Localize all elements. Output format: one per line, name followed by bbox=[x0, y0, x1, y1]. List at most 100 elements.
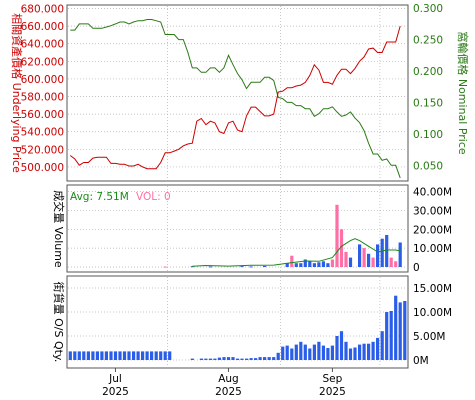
volume-bar bbox=[263, 265, 267, 267]
underlying-price-line bbox=[69, 25, 401, 170]
osqty-bar bbox=[95, 351, 99, 360]
osqty-bar bbox=[276, 352, 280, 360]
volume-bar bbox=[376, 244, 380, 267]
osqty-tick-label: 5.00M bbox=[413, 331, 445, 343]
right-tick-label: 0.300 bbox=[413, 3, 443, 15]
right-tick-label: 0.150 bbox=[413, 97, 443, 109]
osqty-bar bbox=[145, 351, 149, 360]
osqty-bar bbox=[362, 343, 366, 360]
osqty-bar bbox=[190, 358, 194, 360]
osqty-bar bbox=[141, 351, 145, 360]
osqty-bar bbox=[122, 351, 127, 360]
left-tick-label: 660.000 bbox=[21, 21, 64, 33]
osqty-bar bbox=[398, 302, 402, 360]
right-tick-label: 0.050 bbox=[413, 160, 443, 172]
left-tick-label: 540.000 bbox=[21, 127, 64, 139]
volume-bar bbox=[389, 257, 393, 267]
osqty-bar bbox=[245, 358, 249, 360]
osqty-bar bbox=[285, 345, 289, 360]
osqty-bar bbox=[339, 331, 344, 360]
osqty-bar bbox=[380, 331, 384, 360]
nominal-price-axis-title: 窩輪價格 Nominal Price bbox=[456, 31, 470, 155]
osqty-bar bbox=[73, 351, 77, 360]
osqty-tick-label: 0M bbox=[413, 355, 429, 367]
volume-bar bbox=[299, 263, 303, 267]
osqty-bar bbox=[290, 348, 294, 360]
nominal-price-line bbox=[70, 19, 401, 179]
osqty-bar bbox=[127, 351, 131, 360]
osqty-bar bbox=[86, 351, 90, 360]
volume-bar bbox=[335, 204, 339, 267]
series-layer bbox=[68, 19, 407, 360]
volume-bar bbox=[344, 251, 348, 267]
osqty-bar bbox=[231, 357, 235, 360]
osqty-bar bbox=[385, 312, 389, 360]
osqty-bar bbox=[358, 344, 362, 360]
osqty-bar bbox=[348, 348, 353, 360]
x-tick-year: 2025 bbox=[102, 386, 129, 398]
osqty-bar bbox=[109, 351, 113, 360]
osqty-bar bbox=[204, 358, 208, 360]
osqty-bar bbox=[208, 358, 212, 360]
osqty-bar bbox=[294, 344, 298, 360]
osqty-bar bbox=[389, 311, 393, 360]
osqty-bar bbox=[258, 357, 262, 360]
volume-bar bbox=[394, 261, 398, 267]
osqty-bar bbox=[249, 358, 253, 360]
osqty-bar bbox=[367, 343, 371, 360]
osqty-bar bbox=[132, 351, 136, 360]
osqty-bar bbox=[154, 351, 158, 360]
volume-bar bbox=[190, 266, 194, 268]
volume-bar bbox=[163, 266, 167, 268]
osqty-bar bbox=[77, 351, 81, 360]
osqty-bar bbox=[267, 357, 271, 360]
osqty-bar bbox=[68, 351, 72, 360]
left-tick-label: 600.000 bbox=[21, 74, 64, 86]
volume-average-line bbox=[192, 238, 401, 267]
volume-bar bbox=[348, 257, 353, 267]
left-tick-label: 520.000 bbox=[21, 144, 64, 156]
right-tick-label: 0.200 bbox=[413, 66, 443, 78]
volume-bar bbox=[294, 263, 298, 267]
volume-vol-legend: VOL: 0 bbox=[136, 191, 171, 203]
x-tick-year: 2025 bbox=[319, 386, 346, 398]
volume-panel-frame bbox=[66, 184, 409, 273]
volume-bar bbox=[367, 253, 371, 267]
osqty-bar bbox=[281, 346, 285, 360]
volume-bar bbox=[371, 257, 375, 267]
osqty-bar bbox=[100, 351, 104, 360]
volume-tick-label: 40.00M bbox=[413, 187, 452, 199]
volume-bar bbox=[398, 242, 402, 267]
x-tick-month: Aug bbox=[218, 373, 239, 385]
volume-bar bbox=[208, 266, 212, 268]
right-tick-label: 0.250 bbox=[413, 35, 443, 47]
osqty-bar bbox=[303, 344, 307, 360]
osqty-bar bbox=[113, 351, 118, 360]
volume-bar bbox=[317, 262, 321, 267]
volume-bar bbox=[385, 235, 389, 267]
left-tick-label: 500.000 bbox=[21, 162, 64, 174]
volume-bar bbox=[249, 266, 253, 268]
volume-bar bbox=[362, 248, 366, 267]
osqty-bar bbox=[118, 351, 122, 360]
osqty-bar bbox=[136, 351, 140, 360]
osqty-panel-frame bbox=[66, 275, 409, 369]
osqty-bar bbox=[217, 357, 221, 360]
left-tick-label: 580.000 bbox=[21, 92, 64, 104]
osqty-bar bbox=[326, 348, 330, 360]
left-tick-label: 620.000 bbox=[21, 56, 64, 68]
osqty-bar bbox=[235, 358, 240, 360]
volume-axis-title: 成交量 Volume bbox=[52, 190, 66, 268]
osqty-bar bbox=[299, 341, 303, 360]
osqty-bar bbox=[163, 351, 167, 360]
osqty-bar bbox=[335, 336, 339, 360]
volume-bar bbox=[339, 229, 344, 267]
osqty-bar bbox=[240, 358, 244, 360]
osqty-bar bbox=[168, 351, 172, 360]
osqty-tick-label: 10.00M bbox=[413, 307, 452, 319]
osqty-bar bbox=[213, 358, 217, 360]
osqty-bar bbox=[308, 348, 312, 360]
osqty-bar bbox=[226, 357, 231, 360]
osqty-bar bbox=[371, 341, 375, 360]
